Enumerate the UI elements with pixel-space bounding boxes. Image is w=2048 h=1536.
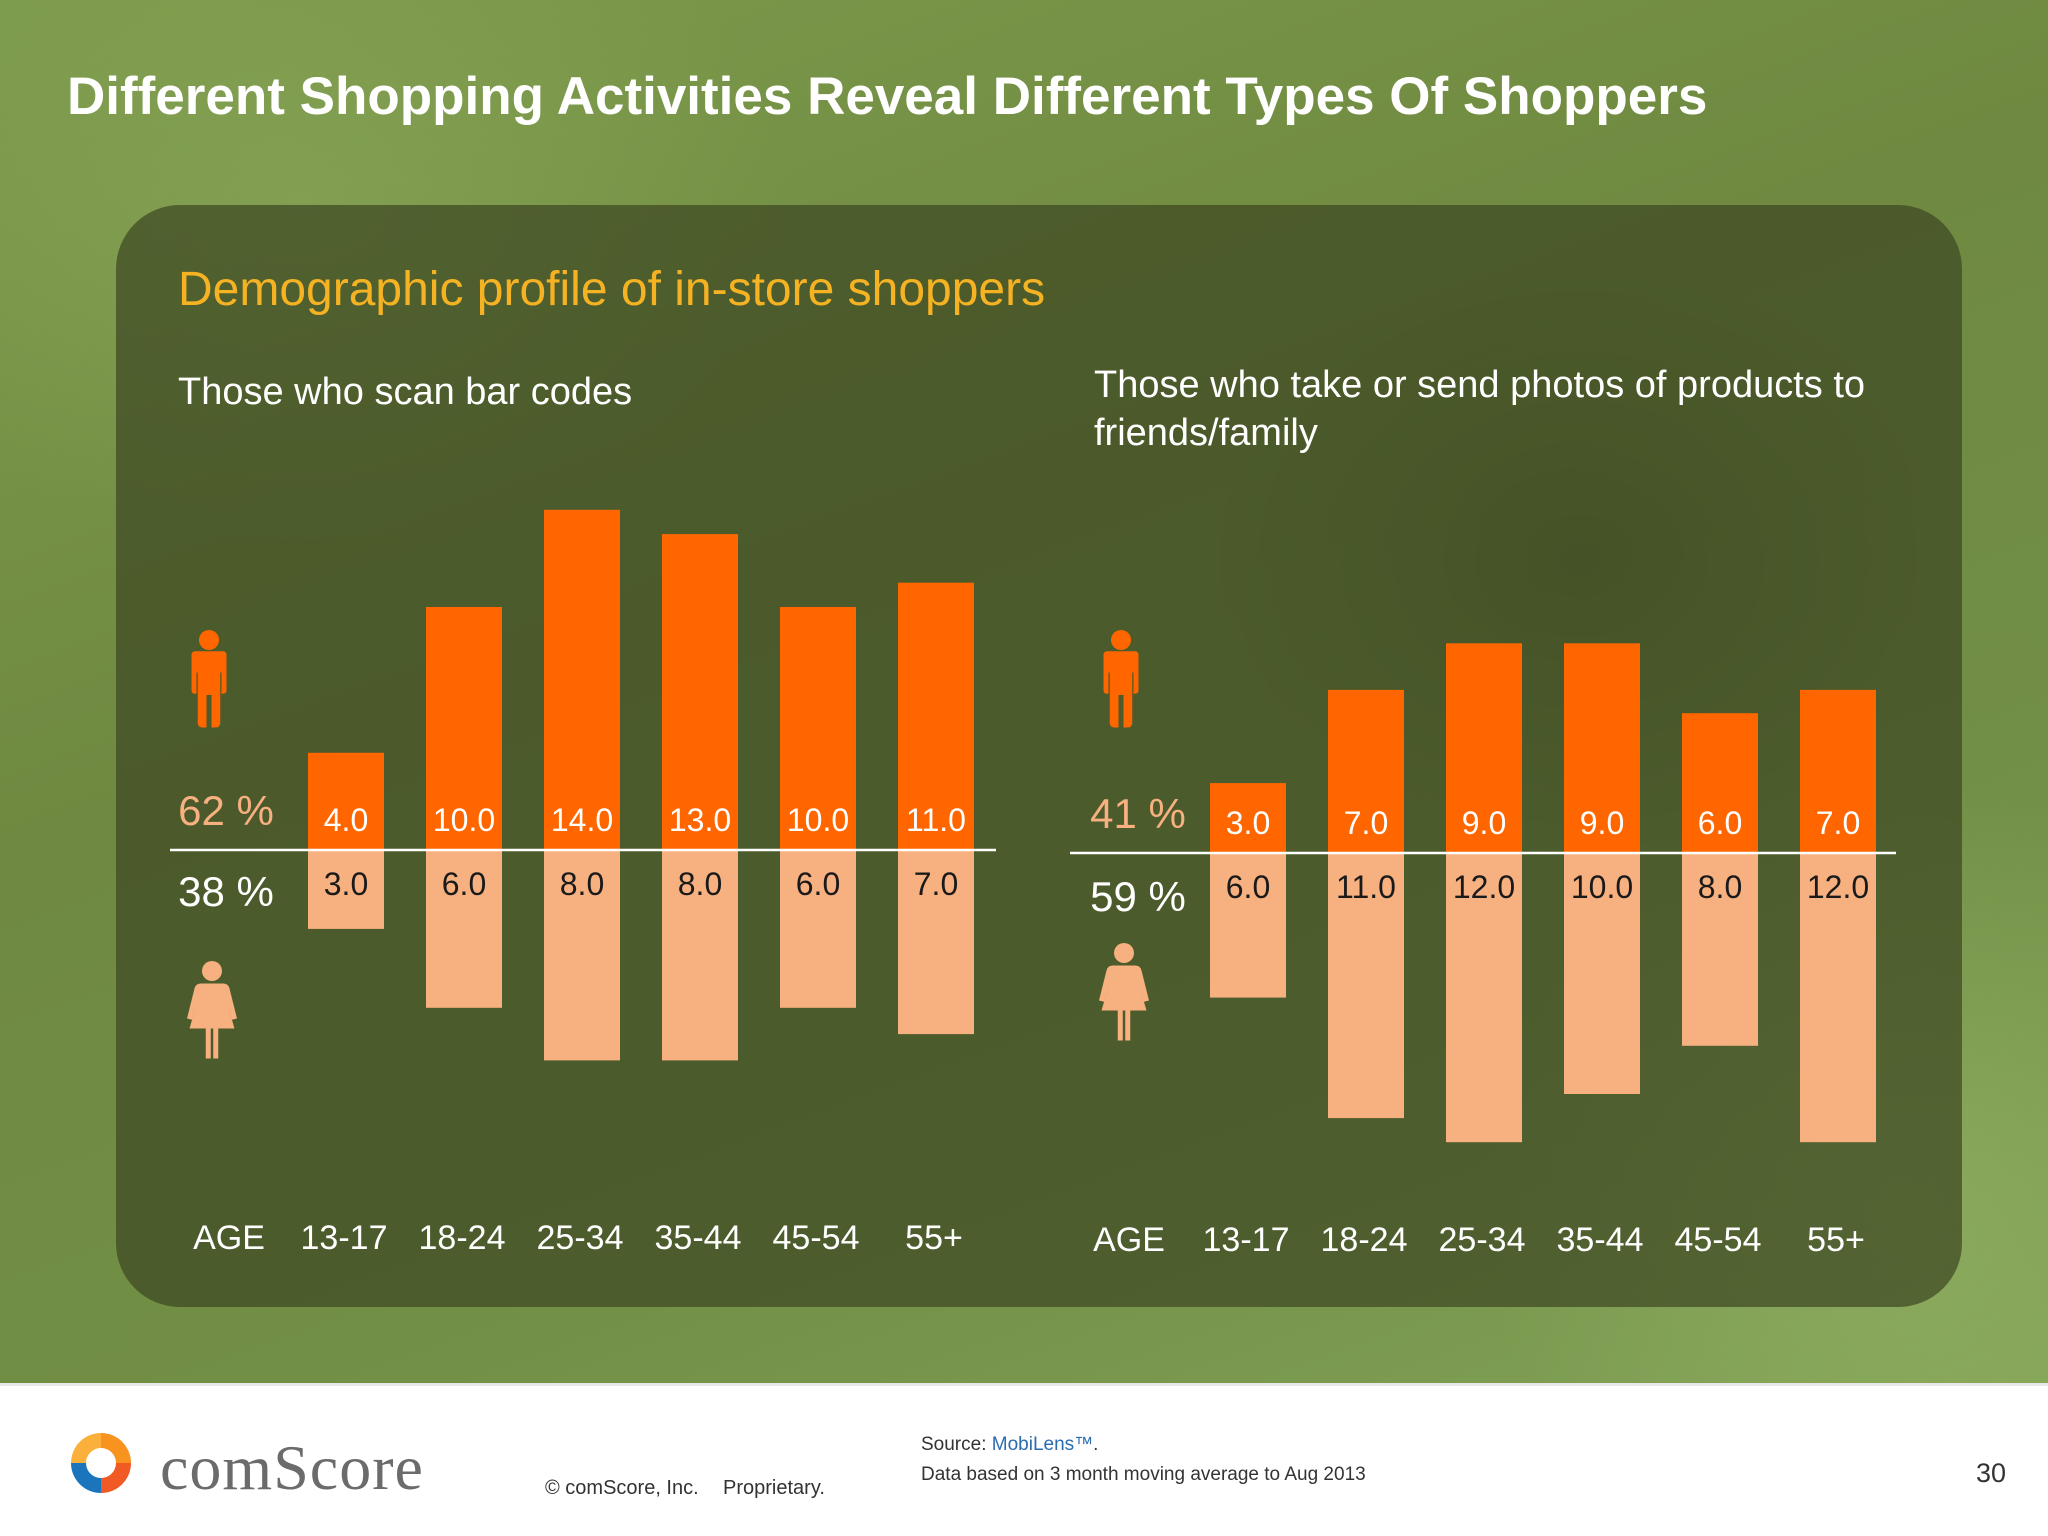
age-tick-13-17: 13-17 [301,1219,388,1257]
bar-male-35-44 [1564,643,1640,853]
value-label-male-45-54: 6.0 [1698,805,1742,841]
source-link[interactable]: MobiLens™ [991,1434,1094,1455]
bar-female-13-17 [1210,853,1286,998]
data-note: Data based on 3 month moving average to … [921,1464,1366,1485]
bar-male-55+ [1800,689,1876,853]
value-label-female-18-24: 11.0 [1336,869,1396,905]
value-label-male-13-17: 3.0 [1226,805,1270,841]
value-label-female-13-17: 3.0 [324,866,368,902]
chart-title-scan-bar-codes: Those who scan bar codes [178,371,633,413]
value-label-male-25-34: 14.0 [551,802,613,838]
x-axis-label: AGE [193,1219,265,1257]
bar-female-45-54 [780,850,856,1008]
value-label-female-35-44: 8.0 [678,866,722,902]
age-tick-45-54: 45-54 [773,1219,860,1257]
age-tick-25-34: 25-34 [537,1219,624,1257]
bar-female-18-24 [1328,853,1404,1119]
value-label-male-45-54: 10.0 [787,802,849,838]
value-label-female-45-54: 8.0 [1698,869,1742,905]
bar-female-35-44 [1564,853,1640,1094]
bar-female-55+ [898,850,974,1035]
footer: comScore © comScore, Inc. Proprietary. S… [0,1383,2048,1536]
male-icon [191,630,227,728]
female-icon [1099,943,1149,1041]
charts-canvas: 4.0 3.0 13-17 10.0 6.0 18-24 14.0 8.0 25-34 13.0 8… [178,509,1876,1259]
age-tick-18-24: 18-24 [419,1219,506,1257]
page-number: 30 [1975,1458,2006,1488]
bar-male-13-17 [1210,783,1286,853]
bar-male-13-17 [308,752,384,850]
female-share-label: 38 % [178,868,274,915]
value-label-female-18-24: 6.0 [442,866,486,902]
value-label-female-55+: 12.0 [1807,869,1869,905]
bar-female-25-34 [544,850,620,1061]
male-icon [1103,630,1139,728]
age-tick-13-17: 13-17 [1203,1221,1290,1259]
value-label-male-13-17: 4.0 [324,802,368,838]
age-tick-35-44: 35-44 [655,1219,742,1257]
age-tick-55+: 55+ [905,1219,963,1257]
comscore-logo-text: comScore [160,1432,424,1503]
value-label-female-45-54: 6.0 [796,866,840,902]
footer-divider [0,1383,2048,1386]
value-label-male-35-44: 9.0 [1580,805,1624,841]
bar-male-45-54 [780,607,856,850]
female-share-label: 59 % [1090,873,1186,920]
value-label-male-35-44: 13.0 [669,802,731,838]
bar-male-18-24 [426,607,502,850]
bar-male-25-34 [544,509,620,850]
chart-panel [116,205,1962,1307]
value-label-female-35-44: 10.0 [1571,869,1633,905]
male-share-label: 41 % [1090,790,1186,837]
age-tick-35-44: 35-44 [1557,1221,1644,1259]
slide-title: Different Shopping Activities Reveal Dif… [67,67,1708,126]
copyright-text: © comScore, Inc. [545,1477,699,1499]
bar-female-13-17 [308,850,384,929]
value-label-female-13-17: 6.0 [1226,869,1270,905]
bar-male-45-54 [1682,713,1758,853]
female-icon [187,961,237,1059]
value-label-male-55+: 11.0 [906,802,966,838]
bar-male-18-24 [1328,689,1404,853]
bar-female-35-44 [662,850,738,1061]
bar-male-25-34 [1446,643,1522,853]
value-label-male-25-34: 9.0 [1462,805,1506,841]
age-tick-18-24: 18-24 [1321,1221,1408,1259]
chart-title-photos-of-products: Those who take or send photos of product… [1094,364,1866,454]
proprietary-text: Proprietary. [723,1477,825,1499]
value-label-male-18-24: 7.0 [1344,805,1388,841]
source-label: Source: [921,1434,992,1455]
bar-male-35-44 [662,534,738,850]
bar-female-25-34 [1446,853,1522,1143]
bar-male-55+ [898,582,974,850]
age-tick-45-54: 45-54 [1675,1221,1762,1259]
value-label-male-55+: 7.0 [1816,805,1860,841]
comscore-logo-icon [71,1433,131,1493]
value-label-male-18-24: 10.0 [433,802,495,838]
x-axis-label: AGE [1093,1221,1165,1259]
bar-female-18-24 [426,850,502,1008]
male-share-label: 62 % [178,787,274,834]
slide-subtitle: Demographic profile of in-store shoppers [178,263,1046,316]
value-label-female-25-34: 8.0 [560,866,604,902]
value-label-female-25-34: 12.0 [1453,869,1515,905]
age-tick-55+: 55+ [1807,1221,1865,1259]
value-label-female-55+: 7.0 [914,866,958,902]
bar-female-45-54 [1682,853,1758,1046]
age-tick-25-34: 25-34 [1439,1221,1526,1259]
source-text: Source: MobiLens™. [921,1434,1098,1456]
bar-female-55+ [1800,853,1876,1143]
source-end: . [1093,1434,1099,1455]
